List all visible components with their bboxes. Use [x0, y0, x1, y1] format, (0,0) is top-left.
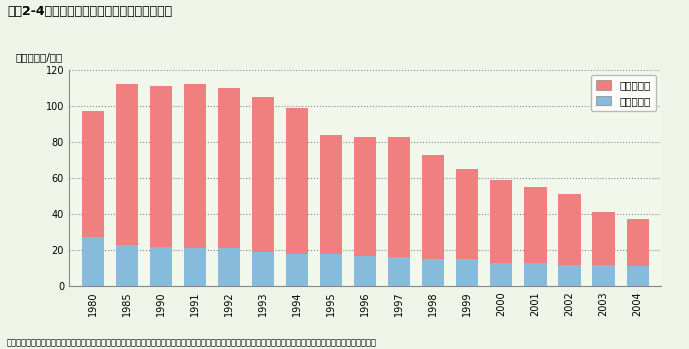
Bar: [184, 84, 206, 248]
Bar: [150, 86, 172, 246]
Bar: [491, 180, 513, 263]
Bar: [184, 248, 206, 286]
Bar: [252, 252, 274, 286]
Bar: [593, 212, 615, 265]
Bar: [286, 107, 308, 254]
Bar: [82, 111, 104, 237]
Bar: [320, 254, 342, 286]
Bar: [456, 259, 478, 286]
Bar: [558, 265, 581, 286]
Text: ＊「最終処分量」は、最終処分場のひっ迫という喫緊の課題にも直結した指標であり、一般廃棄物と産業廃棄物の最終処分量の和として表され、減少が望まれます。: ＊「最終処分量」は、最終処分場のひっ迫という喫緊の課題にも直結した指標であり、一…: [7, 338, 377, 347]
Bar: [286, 254, 308, 286]
Bar: [116, 245, 138, 286]
Text: （百万トン/年）: （百万トン/年）: [16, 52, 63, 62]
Bar: [456, 169, 478, 259]
Bar: [218, 88, 240, 248]
Text: 資料2-4図　最終処分場の推移（環境省調査）: 資料2-4図 最終処分場の推移（環境省調査）: [7, 5, 172, 18]
Bar: [116, 84, 138, 245]
Bar: [626, 266, 648, 286]
Bar: [593, 265, 615, 286]
Bar: [626, 220, 648, 266]
Bar: [320, 135, 342, 254]
Bar: [82, 237, 104, 286]
Bar: [150, 246, 172, 286]
Bar: [422, 259, 444, 286]
Bar: [524, 187, 546, 263]
Bar: [422, 155, 444, 259]
Bar: [252, 97, 274, 252]
Legend: 産業廃棄物, 一般廃棄物: 産業廃棄物, 一般廃棄物: [590, 75, 656, 111]
Bar: [524, 263, 546, 286]
Bar: [558, 194, 581, 265]
Bar: [388, 136, 410, 257]
Bar: [354, 136, 376, 255]
Bar: [218, 248, 240, 286]
Bar: [354, 255, 376, 286]
Bar: [388, 257, 410, 286]
Bar: [491, 263, 513, 286]
